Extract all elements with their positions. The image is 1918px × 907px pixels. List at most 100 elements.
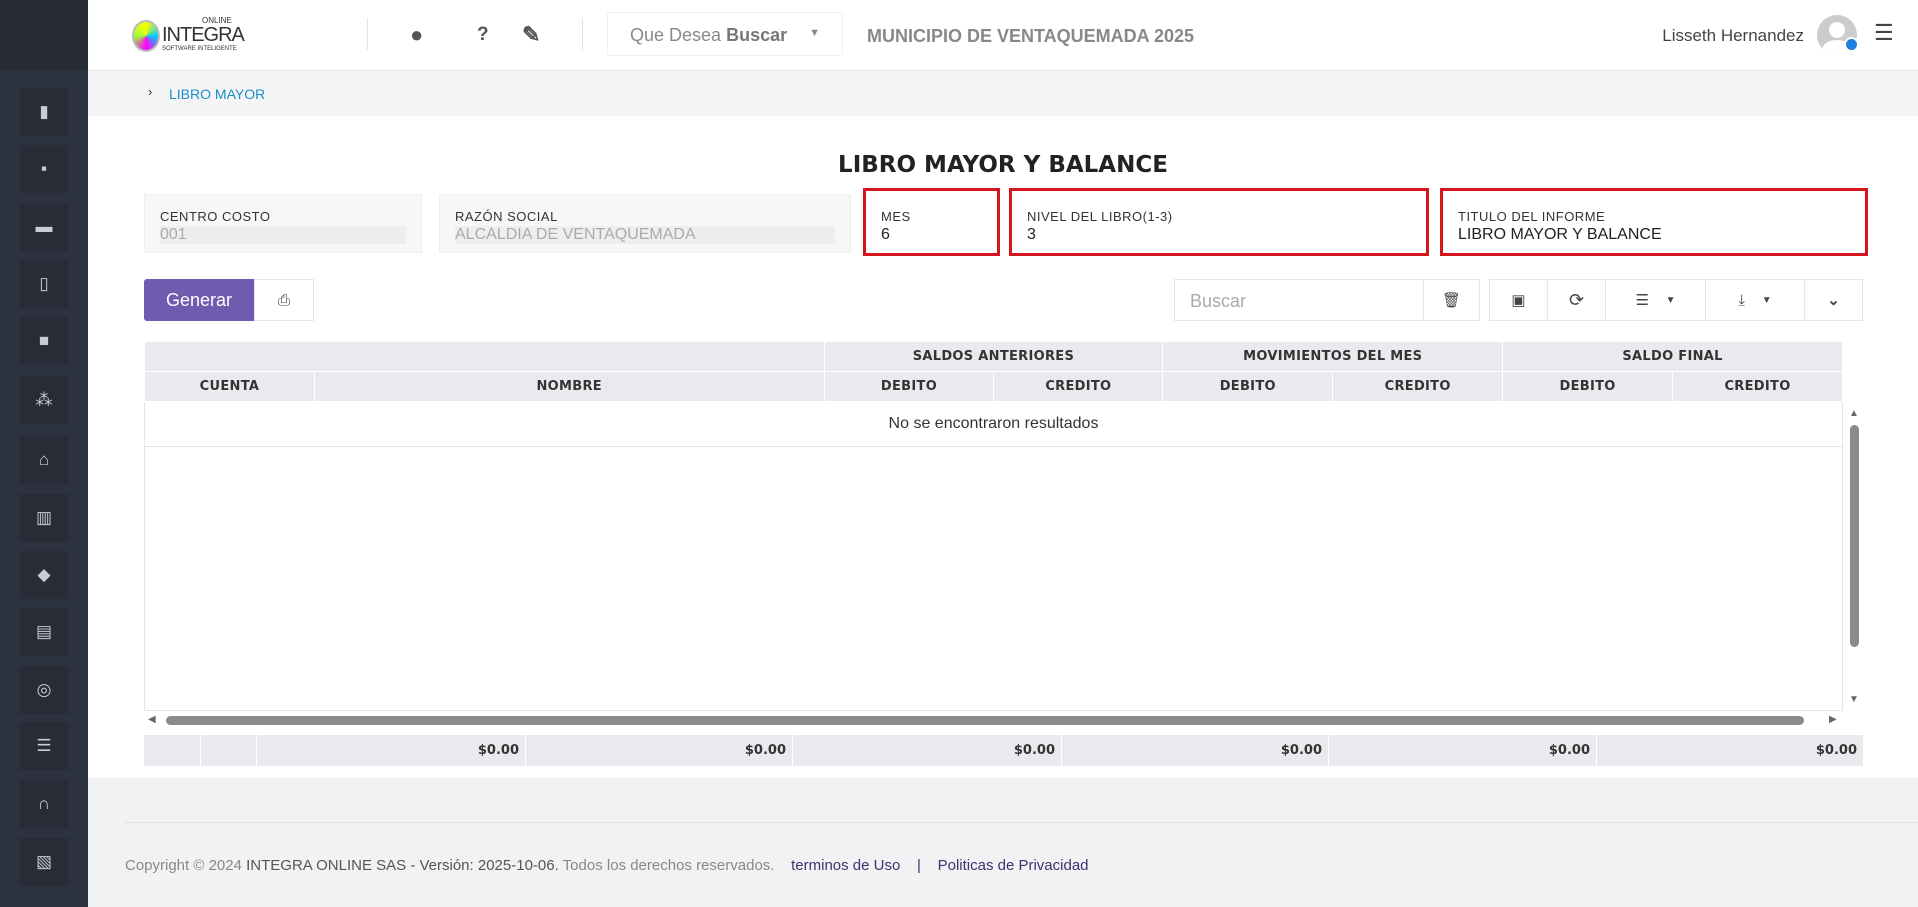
mes-input[interactable]: 6 [881, 226, 890, 243]
group-saldo-final: SALDO FINAL [1502, 341, 1843, 372]
caret-down-icon: ▼ [1665, 294, 1676, 306]
file-icon[interactable]: ▤ [20, 608, 68, 656]
logo[interactable]: ONLINE INTEGRA SOFTWARE INTELIGENTE [132, 16, 245, 56]
total-cell: $0.00 [1329, 735, 1597, 766]
home-icon[interactable]: ⌂ [20, 436, 68, 484]
total-blank [201, 735, 257, 766]
total-cell: $0.00 [793, 735, 1062, 766]
col-credito[interactable]: CREDITO [1672, 371, 1843, 402]
breadcrumb-item[interactable]: LIBRO MAYOR [169, 86, 266, 102]
caret-down-icon: ▼ [1761, 294, 1772, 306]
clear-search-button[interactable]: 🗑 [1423, 279, 1480, 321]
total-cell: $0.00 [257, 735, 526, 766]
group-movimientos: MOVIMIENTOS DEL MES [1162, 341, 1504, 372]
caret-down-icon: ▼ [809, 27, 820, 39]
razon-social-input: ALCALDIA DE VENTAQUEMADA [455, 226, 835, 244]
page-title: LIBRO MAYOR Y BALANCE [838, 152, 1168, 178]
cubes-icon[interactable]: ⁂ [20, 376, 68, 424]
col-debito[interactable]: DEBITO [1502, 371, 1674, 402]
field-label: NIVEL DEL LIBRO(1-3) [1027, 209, 1173, 224]
expand-button[interactable]: ⌄ [1804, 279, 1863, 321]
print-icon: ⎙ [277, 291, 290, 309]
field-label: RAZÓN SOCIAL [455, 209, 558, 224]
centro-costo-field: CENTRO COSTO 001 [144, 194, 422, 253]
building-icon[interactable]: ▥ [20, 494, 68, 542]
chevron-right-icon: › [148, 84, 153, 99]
divider [582, 18, 583, 50]
list-columns-icon: ☰ [1635, 292, 1649, 309]
user-name[interactable]: Lisseth Hernandez [1662, 26, 1804, 45]
terms-link[interactable]: terminos de Uso [791, 857, 901, 874]
chevron-down-icon: ⌄ [1827, 292, 1840, 309]
tags-icon[interactable]: ◆ [20, 551, 68, 599]
titulo-input[interactable]: LIBRO MAYOR Y BALANCE [1458, 226, 1662, 243]
nivel-input[interactable]: 3 [1027, 226, 1036, 243]
refresh-icon: ⟳ [1568, 289, 1585, 310]
generar-button[interactable]: Generar [144, 279, 254, 321]
comment-icon[interactable]: ▪ [20, 145, 68, 193]
scroll-up-icon[interactable]: ▲ [1849, 408, 1859, 419]
horizontal-scrollbar[interactable] [166, 716, 1804, 725]
table-search-input[interactable]: Buscar [1174, 279, 1424, 321]
status-dot [1844, 37, 1859, 52]
toggle-filter-button[interactable]: ▣ [1489, 279, 1548, 321]
book-icon[interactable]: ▮ [20, 88, 68, 136]
field-label: MES [881, 209, 911, 224]
menu-add-icon[interactable]: ☰ [1874, 20, 1894, 45]
col-nombre[interactable]: NOMBRE [313, 371, 825, 402]
col-credito[interactable]: CREDITO [1332, 371, 1504, 402]
logo-sub: SOFTWARE INTELIGENTE [162, 46, 237, 52]
header-blank [144, 341, 825, 372]
col-debito[interactable]: DEBITO [823, 371, 995, 402]
rights: Todos los derechos reservados. [562, 857, 775, 874]
field-label: TITULO DEL INFORME [1458, 209, 1606, 224]
scroll-right-icon[interactable]: ▶ [1829, 714, 1837, 725]
total-cell: $0.00 [1062, 735, 1329, 766]
logo-top: ONLINE [202, 16, 232, 25]
col-cuenta[interactable]: CUENTA [144, 371, 315, 402]
global-search-dropdown[interactable]: Que Desea Buscar ▼ [607, 12, 843, 56]
total-blank [144, 735, 201, 766]
centro-costo-input: 001 [160, 226, 406, 244]
copyright: Copyright © 2024 [125, 857, 242, 874]
mes-field[interactable]: MES 6 [863, 188, 1000, 256]
sidebar: ▮ ▪ ▬ ▯ ■ ⁂ ⌂ ▥ ◆ ▤ ◎ ☰ ∩ ▧ [0, 0, 88, 907]
help-icon[interactable]: ? [477, 24, 489, 45]
print-button[interactable]: ⎙ [254, 279, 314, 321]
privacy-link[interactable]: Politicas de Privacidad [937, 857, 1089, 874]
org-title: MUNICIPIO DE VENTAQUEMADA 2025 [867, 26, 1195, 46]
columns-button[interactable]: ☰ ▼ [1605, 279, 1706, 321]
col-debito[interactable]: DEBITO [1162, 371, 1334, 402]
ledger-table: SALDOS ANTERIORES MOVIMIENTOS DEL MES SA… [144, 341, 1843, 447]
nivel-libro-field[interactable]: NIVEL DEL LIBRO(1-3) 3 [1009, 188, 1429, 256]
separator: | [917, 857, 921, 874]
export-button[interactable]: ⤓ ▼ [1705, 279, 1805, 321]
refresh-button[interactable]: ⟳ [1547, 279, 1606, 321]
vertical-scrollbar[interactable] [1850, 425, 1859, 647]
trash-icon: 🗑 [1441, 292, 1462, 309]
headset-icon[interactable]: ∩ [20, 780, 68, 828]
money-icon[interactable]: ▬ [20, 203, 68, 251]
titulo-informe-field[interactable]: TITULO DEL INFORME LIBRO MAYOR Y BALANCE [1440, 188, 1868, 256]
top-header: ONLINE INTEGRA SOFTWARE INTELIGENTE ● ? … [88, 0, 1918, 71]
briefcase-icon[interactable]: ■ [20, 317, 68, 365]
clipboard-icon[interactable]: ▯ [20, 260, 68, 308]
empty-message: No se encontraron resultados [144, 401, 1843, 447]
divider [367, 18, 368, 50]
search-bold: Buscar [726, 25, 788, 45]
globe-icon[interactable]: ● [410, 22, 424, 47]
download-icon: ⤓ [1738, 291, 1746, 309]
list-icon[interactable]: ☰ [20, 722, 68, 770]
col-credito[interactable]: CREDITO [993, 371, 1164, 402]
field-label: CENTRO COSTO [160, 209, 271, 224]
footer: Copyright © 2024 INTEGRA ONLINE SAS - Ve… [125, 857, 1089, 874]
group-saldos-anteriores: SALDOS ANTERIORES [823, 341, 1164, 372]
scroll-left-icon[interactable]: ◀ [148, 714, 156, 725]
total-cell: $0.00 [526, 735, 793, 766]
sidebar-top [0, 0, 88, 71]
scroll-down-icon[interactable]: ▼ [1849, 694, 1859, 705]
wrench-icon[interactable]: ✎ [522, 22, 541, 47]
footer-divider [124, 822, 1918, 823]
lifebuoy-icon[interactable]: ◎ [20, 666, 68, 714]
pdf-icon[interactable]: ▧ [20, 838, 68, 886]
